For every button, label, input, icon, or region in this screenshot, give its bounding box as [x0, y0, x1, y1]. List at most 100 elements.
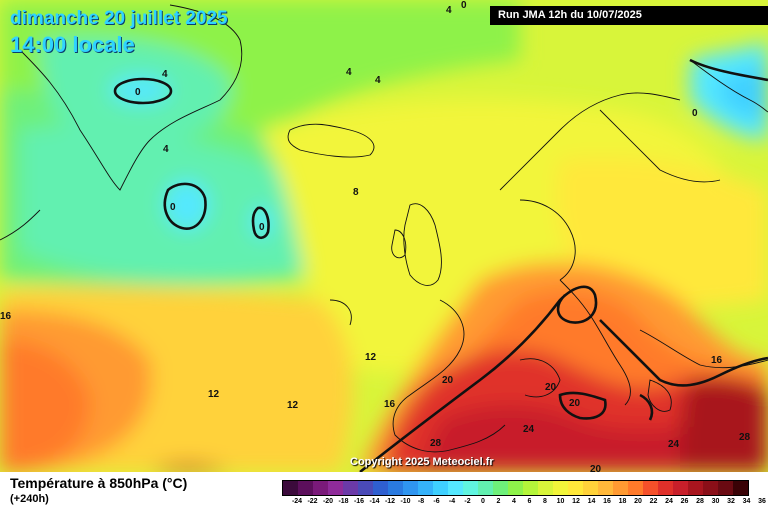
legend-tick-label: -14	[369, 498, 380, 505]
legend-swatch	[373, 481, 388, 495]
copyright-text: Copyright 2025 Meteociel.fr	[350, 456, 494, 468]
iso-label: 20	[545, 382, 557, 393]
legend-tick-label: 10	[556, 498, 565, 505]
iso-label: 8	[353, 187, 359, 198]
legend-swatch	[673, 481, 688, 495]
legend-tick-label: -16	[353, 498, 365, 505]
iso-label: 0	[170, 202, 176, 213]
coastlines	[0, 4, 768, 453]
iso-label: 0	[461, 0, 467, 11]
iso-label: 28	[430, 438, 442, 449]
legend-swatch	[433, 481, 448, 495]
legend-swatch	[313, 481, 328, 495]
legend-tick-label: 14	[587, 498, 596, 505]
legend-swatch	[283, 481, 298, 495]
legend-swatch	[568, 481, 583, 495]
legend-swatch	[463, 481, 478, 495]
iso-label: 16	[384, 399, 396, 410]
legend-tick-label: -12	[384, 498, 396, 505]
iso-label: 4	[446, 5, 452, 16]
legend-swatch	[418, 481, 433, 495]
legend-tick-label: -20	[322, 498, 334, 505]
color-scale-ticks: -24 -22 -20 -18 -16 -14 -12 -10 -8 -6 -4 -2 0 2 4 6 8 10 1…	[282, 498, 766, 510]
legend-tick-label: 36	[758, 498, 766, 505]
iso-label: 16	[711, 355, 723, 366]
legend-swatch	[328, 481, 343, 495]
legend-tick-label: -2	[464, 498, 471, 505]
map-canvas: 4 4 4 4 4 0 0 0 0 0 8 12 12 12 16 16 16 …	[0, 0, 768, 472]
legend-tick-label: 20	[634, 498, 642, 505]
iso-label: 20	[569, 398, 581, 409]
legend-tick-label: 34	[742, 498, 751, 505]
legend-tick-label: 22	[649, 498, 658, 505]
legend-swatch	[628, 481, 643, 495]
legend-tick-label: 4	[512, 498, 516, 505]
forecast-time: 14:00 locale	[10, 32, 135, 57]
iso-label: 4	[163, 144, 169, 155]
legend-tick-label: -18	[338, 498, 349, 505]
iso-label: 28	[739, 432, 751, 443]
legend-swatch	[718, 481, 733, 495]
legend-swatch	[553, 481, 568, 495]
legend-tick-label: -24	[291, 498, 303, 505]
legend-swatch	[733, 481, 748, 495]
legend-swatch	[703, 481, 718, 495]
legend-tick-label: -10	[400, 498, 411, 505]
iso-label: 12	[287, 400, 299, 411]
legend-title: Température à 850hPa (°C)	[10, 475, 188, 491]
legend-tick-label: 8	[543, 498, 547, 505]
legend-tick-label: 28	[696, 498, 704, 505]
legend-swatch	[658, 481, 673, 495]
legend-tick-label: 16	[603, 498, 611, 505]
iso-label: 20	[590, 464, 602, 472]
forecast-lead-time: (+240h)	[10, 493, 49, 505]
iso-label: 0	[692, 108, 698, 119]
iso-label: 20	[442, 375, 454, 386]
legend-tick-label: 32	[727, 498, 735, 505]
legend-swatch	[688, 481, 703, 495]
temperature-field	[0, 0, 768, 472]
legend-tick-label: -6	[433, 498, 440, 505]
legend-tick-label: 6	[527, 498, 532, 505]
iso-label: 16	[0, 311, 12, 322]
legend-swatch	[538, 481, 553, 495]
legend-swatch	[508, 481, 523, 495]
iso-label: 4	[162, 69, 168, 80]
legend-swatch	[403, 481, 418, 495]
legend-swatch	[643, 481, 658, 495]
legend-swatch	[523, 481, 538, 495]
legend-tick-label: -4	[448, 498, 456, 505]
iso-label: 0	[135, 87, 141, 98]
legend-footer: Température à 850hPa (°C) (+240h) -24 -22…	[0, 472, 768, 512]
temperature-map: 4 4 4 4 4 0 0 0 0 0 8 12 12 12 16 16 16 …	[0, 0, 768, 472]
legend-tick-label: -8	[417, 498, 425, 505]
iso-label: 24	[668, 439, 680, 450]
iso-label: 12	[365, 352, 377, 363]
legend-tick-label: 24	[665, 498, 673, 505]
legend-swatch	[448, 481, 463, 495]
legend-swatch	[493, 481, 508, 495]
legend-swatch	[343, 481, 358, 495]
legend-tick-label: 2	[496, 498, 501, 505]
legend-tick-label: 12	[572, 498, 580, 505]
iso-label: 4	[346, 67, 352, 78]
iso-label: 4	[375, 75, 381, 86]
legend-tick-label: 26	[680, 498, 689, 505]
model-run-label: Run JMA 12h du 10/07/2025	[490, 6, 768, 25]
iso-label: 24	[523, 424, 535, 435]
iso-label: 0	[259, 222, 265, 233]
forecast-date: dimanche 20 juillet 2025	[10, 8, 228, 29]
iso-label: 12	[208, 389, 220, 400]
legend-tick-label: 18	[618, 498, 627, 505]
legend-tick-label: -22	[307, 498, 318, 505]
legend-swatch	[583, 481, 598, 495]
legend-tick-label: 30	[711, 498, 720, 505]
legend-swatch	[298, 481, 313, 495]
legend-swatch	[613, 481, 628, 495]
color-scale-bar	[282, 480, 749, 496]
isotherm-value-labels: 4 4 4 4 4 0 0 0 0 0 8 12 12 12 16 16 16 …	[0, 0, 751, 472]
legend-swatch	[478, 481, 493, 495]
isotherm-lines	[113, 58, 768, 472]
legend-swatch	[358, 481, 373, 495]
legend-swatch	[388, 481, 403, 495]
